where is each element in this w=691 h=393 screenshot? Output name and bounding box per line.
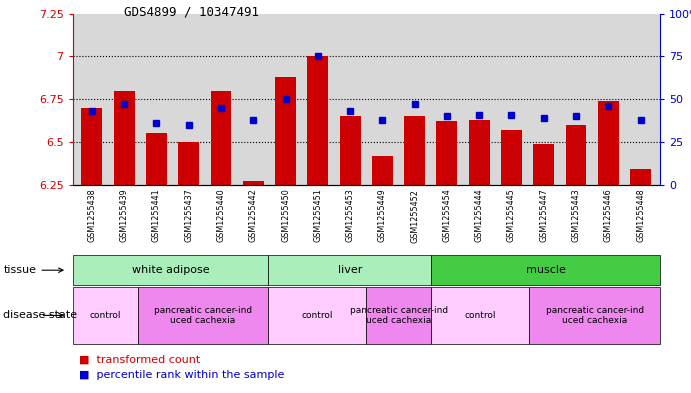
Text: GSM1255442: GSM1255442 [249,189,258,242]
Bar [146,133,167,185]
Bar [630,169,651,185]
Text: GSM1255437: GSM1255437 [184,189,193,242]
Text: GSM1255451: GSM1255451 [313,189,322,242]
Text: muscle: muscle [526,265,566,275]
Bar [533,144,554,185]
Text: GSM1255446: GSM1255446 [604,189,613,242]
Text: liver: liver [338,265,362,275]
Bar [275,77,296,185]
Text: white adipose: white adipose [131,265,209,275]
Bar [243,181,264,185]
Bar [82,108,102,185]
Text: tissue: tissue [3,265,63,275]
Text: control: control [464,311,496,320]
Text: GDS4899 / 10347491: GDS4899 / 10347491 [124,6,259,19]
Bar [565,125,587,185]
Text: GSM1255443: GSM1255443 [571,189,580,242]
Text: GSM1255448: GSM1255448 [636,189,645,242]
Text: GSM1255447: GSM1255447 [539,189,548,242]
Text: GSM1255438: GSM1255438 [88,189,97,242]
Text: GSM1255439: GSM1255439 [120,189,129,242]
Text: GSM1255450: GSM1255450 [281,189,290,242]
Bar [178,142,199,185]
Text: control: control [89,311,121,320]
Text: pancreatic cancer-ind
uced cachexia: pancreatic cancer-ind uced cachexia [546,306,644,325]
Text: GSM1255453: GSM1255453 [346,189,354,242]
Bar [307,57,328,185]
Bar [437,121,457,185]
Text: pancreatic cancer-ind
uced cachexia: pancreatic cancer-ind uced cachexia [154,306,252,325]
Text: ■  percentile rank within the sample: ■ percentile rank within the sample [79,370,285,380]
Bar [211,91,231,185]
Text: control: control [301,311,333,320]
Bar [598,101,618,185]
Bar [372,156,393,185]
Text: pancreatic cancer-ind
uced cachexia: pancreatic cancer-ind uced cachexia [350,306,448,325]
Text: GSM1255454: GSM1255454 [442,189,451,242]
Bar [404,116,425,185]
Bar [468,120,490,185]
Text: GSM1255441: GSM1255441 [152,189,161,242]
Text: GSM1255452: GSM1255452 [410,189,419,242]
Text: disease state: disease state [3,310,77,320]
Bar [501,130,522,185]
Text: GSM1255449: GSM1255449 [378,189,387,242]
Text: GSM1255444: GSM1255444 [475,189,484,242]
Text: GSM1255445: GSM1255445 [507,189,516,242]
Bar [339,116,361,185]
Text: GSM1255440: GSM1255440 [216,189,225,242]
Text: ■  transformed count: ■ transformed count [79,354,200,365]
Bar [114,91,135,185]
